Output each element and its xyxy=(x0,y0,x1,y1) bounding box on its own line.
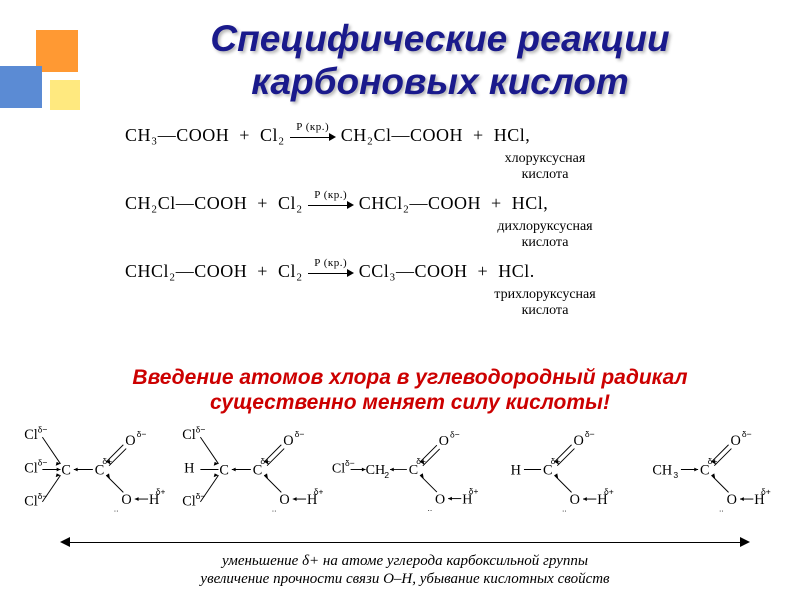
footer-arrow xyxy=(60,535,750,549)
reaction-1-lhs-b: Cl₂ xyxy=(260,125,285,145)
svg-text:O: O xyxy=(435,491,445,507)
svg-text:CH: CH xyxy=(366,462,386,478)
reaction-3-catalyst: P (кр.) xyxy=(308,257,354,269)
svg-text:δ−: δ− xyxy=(742,429,752,439)
reaction-1-rhs-b: HCl xyxy=(494,125,526,145)
svg-text:δ−: δ− xyxy=(584,429,594,439)
reaction-1-catalyst: P (кр.) xyxy=(290,121,336,133)
svg-text:C: C xyxy=(219,462,229,478)
footer-line-2: увеличение прочности связи O–H, убывание… xyxy=(200,571,609,587)
svg-text:δ+: δ+ xyxy=(603,486,613,496)
structure-3: Clδ− CH2 Cδ+ Oδ− O.. Hδ+ xyxy=(330,420,480,520)
svg-text:CH: CH xyxy=(652,462,672,478)
structure-1: Clδ− Clδ− Clδ− C Cδ+ Oδ− O.. Hδ+ xyxy=(15,420,165,520)
structure-2: Clδ− H Clδ− C Cδ+ Oδ− O.. Hδ+ xyxy=(173,420,323,520)
reaction-3-lhs-a: CHCl₂—COOH xyxy=(125,261,247,281)
svg-text:δ−: δ− xyxy=(137,429,147,439)
svg-text:3: 3 xyxy=(673,470,678,480)
reaction-3-rhs-a: CCl₃—COOH xyxy=(359,261,468,281)
slide-title: Специфические реакции карбоновых кислот xyxy=(95,18,785,103)
svg-text:δ+: δ+ xyxy=(469,486,479,496)
svg-text:δ−: δ− xyxy=(345,458,355,468)
svg-text:O: O xyxy=(573,433,583,449)
svg-text:δ+: δ+ xyxy=(313,486,322,496)
svg-text:Cl: Cl xyxy=(24,494,38,510)
reaction-1-product: хлоруксуснаякислота xyxy=(385,151,705,183)
svg-text:..: .. xyxy=(562,503,567,513)
svg-text:O: O xyxy=(439,433,449,449)
svg-text:..: .. xyxy=(719,503,724,513)
svg-text:Cl: Cl xyxy=(24,427,38,443)
reaction-2-rhs-b: HCl xyxy=(512,193,544,213)
svg-text:H: H xyxy=(184,460,194,476)
svg-text:O: O xyxy=(283,433,293,449)
footer-caption: уменьшение δ+ на атоме углерода карбокси… xyxy=(60,552,750,588)
svg-text:δ−: δ− xyxy=(38,424,48,434)
reaction-3-rhs-b: HCl xyxy=(498,261,530,281)
red-note: Введение атомов хлора в углеводородный р… xyxy=(60,365,760,415)
slide-logo xyxy=(0,30,100,130)
svg-text:δ−: δ− xyxy=(195,424,205,434)
svg-text:..: .. xyxy=(271,503,276,513)
svg-text:δ+: δ+ xyxy=(156,486,165,496)
svg-text:2: 2 xyxy=(384,470,389,480)
structure-diagrams: Clδ− Clδ− Clδ− C Cδ+ Oδ− O.. Hδ+ Clδ− H … xyxy=(15,420,795,520)
footer-line-1: уменьшение δ+ на атоме углерода карбокси… xyxy=(222,553,588,569)
svg-text:Cl: Cl xyxy=(182,427,196,443)
svg-text:δ−: δ− xyxy=(450,430,460,440)
svg-text:δ+: δ+ xyxy=(761,486,771,496)
svg-text:C: C xyxy=(61,462,71,478)
reaction-1: CH₃—COOH + Cl₂ P (кр.) CH₂Cl—COOH + HCl, xyxy=(125,125,705,146)
svg-text:δ−: δ− xyxy=(38,458,48,468)
svg-text:O: O xyxy=(121,492,131,508)
reaction-3: CHCl₂—COOH + Cl₂ P (кр.) CCl₃—COOH + HCl… xyxy=(125,261,705,282)
svg-text:O: O xyxy=(569,492,579,508)
structure-4: H Cδ+ Oδ− O.. Hδ+ xyxy=(488,420,638,520)
svg-text:O: O xyxy=(727,492,737,508)
svg-text:..: .. xyxy=(114,503,119,513)
arrow-left-icon xyxy=(60,537,70,547)
reaction-2-lhs-a: CH₂Cl—COOH xyxy=(125,193,247,213)
logo-square-yellow xyxy=(50,80,80,110)
svg-text:O: O xyxy=(279,492,289,508)
reaction-2-lhs-b: Cl₂ xyxy=(278,193,303,213)
svg-text:O: O xyxy=(730,433,740,449)
svg-text:δ−: δ− xyxy=(294,429,304,439)
reaction-1-lhs-a: CH₃—COOH xyxy=(125,125,229,145)
svg-text:O: O xyxy=(125,433,135,449)
arrow-right-icon xyxy=(740,537,750,547)
logo-square-blue xyxy=(0,66,42,108)
reaction-3-lhs-b: Cl₂ xyxy=(278,261,303,281)
reaction-2: CH₂Cl—COOH + Cl₂ P (кр.) CHCl₂—COOH + HC… xyxy=(125,193,705,214)
structure-5: CH3 Cδ+ Oδ− O.. Hδ+ xyxy=(645,420,795,520)
svg-text:Cl: Cl xyxy=(182,494,196,510)
svg-text:..: .. xyxy=(428,503,433,513)
svg-text:Cl: Cl xyxy=(24,460,38,476)
reaction-2-product: дихлоруксуснаякислота xyxy=(385,219,705,251)
reaction-2-rhs-a: CHCl₂—COOH xyxy=(359,193,481,213)
logo-square-orange xyxy=(36,30,78,72)
svg-text:Cl: Cl xyxy=(332,460,345,476)
reaction-1-rhs-a: CH₂Cl—COOH xyxy=(341,125,463,145)
reaction-3-product: трихлоруксуснаякислота xyxy=(385,287,705,319)
svg-text:H: H xyxy=(510,462,520,478)
reaction-2-catalyst: P (кр.) xyxy=(308,189,354,201)
reactions-block: CH₃—COOH + Cl₂ P (кр.) CH₂Cl—COOH + HCl,… xyxy=(125,125,705,329)
